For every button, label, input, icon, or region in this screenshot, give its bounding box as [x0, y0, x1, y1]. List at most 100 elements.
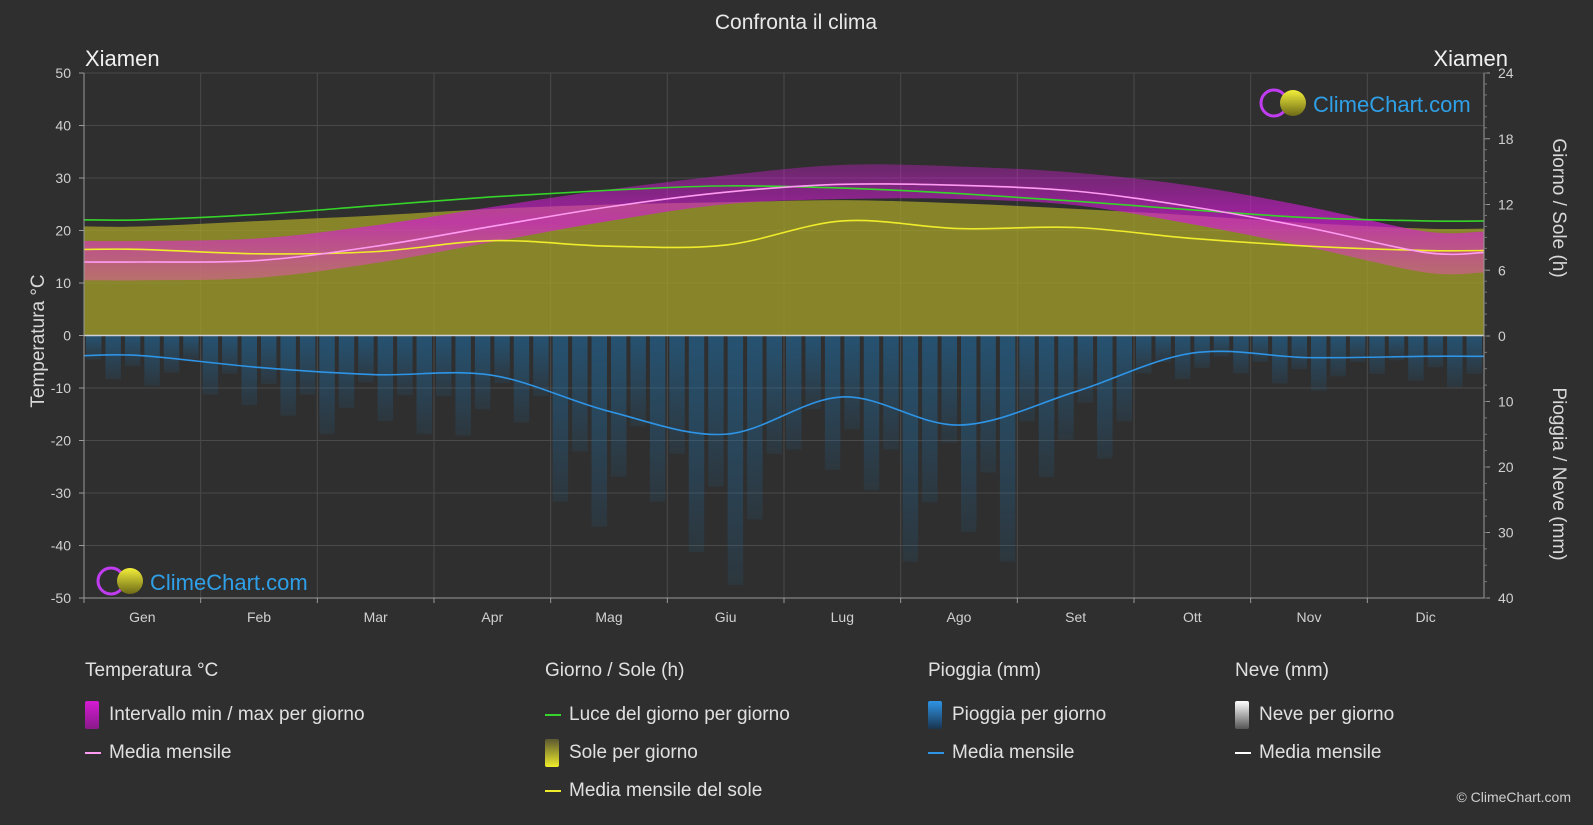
rain-bar	[455, 336, 471, 436]
rain-bar	[202, 336, 219, 395]
y-right-top-tick-label: 18	[1498, 131, 1514, 147]
rain-bar	[533, 336, 549, 397]
legend-sun-title: Giorno / Sole (h)	[545, 660, 685, 681]
rain-bar	[805, 336, 821, 410]
temp-range-swatch	[85, 701, 99, 729]
rain-bar	[552, 336, 569, 502]
rain-bar	[824, 336, 841, 471]
rain-bar	[86, 336, 102, 360]
legend-temperature: Temperatura °C Intervallo min / max per …	[85, 660, 365, 772]
legend-snow-title: Neve (mm)	[1235, 660, 1329, 681]
watermark-bottom: ClimeChart.com	[96, 566, 308, 596]
rain-bar	[474, 336, 491, 410]
rain-bar	[961, 336, 977, 532]
rain-bar	[377, 336, 394, 422]
y-right-bottom-tick-label: 20	[1498, 459, 1514, 475]
rain-bar	[844, 336, 860, 430]
x-tick-label: Nov	[1297, 609, 1322, 625]
y-left-tick-label: -40	[51, 538, 71, 554]
legend-item-rain: Pioggia per giorno	[928, 696, 1106, 734]
chart-lines	[83, 183, 1485, 436]
rain-bar	[591, 336, 607, 527]
legend-item-sun-mean: Media mensile del sole	[545, 772, 790, 810]
rain-bar	[1311, 336, 1327, 391]
legend-rain-mean-label: Media mensile	[952, 742, 1075, 763]
rain-bar	[980, 336, 996, 473]
rain-bar	[902, 336, 919, 562]
y-left-tick-label: 50	[55, 65, 71, 81]
x-tick-label: Mar	[364, 609, 388, 625]
rain-bar	[1330, 336, 1346, 377]
rain-bar	[1155, 336, 1171, 363]
rain-mean-line	[83, 350, 1485, 436]
watermark-bottom-text: ClimeChart.com	[150, 570, 308, 595]
y-right-bottom-tick-label: 30	[1498, 525, 1514, 541]
logo-sun-icon	[117, 568, 143, 594]
legend-temp-range-label: Intervallo min / max per giorno	[109, 704, 365, 725]
y-right-top-axis-label: Giorno / Sole (h)	[1548, 138, 1569, 277]
rain-bar	[766, 336, 782, 454]
rain-bar	[611, 336, 627, 477]
rain-bar	[1174, 336, 1191, 380]
sun-swatch	[545, 739, 559, 767]
rain-bar	[1349, 336, 1366, 362]
x-tick-label: Lug	[831, 609, 854, 625]
rain-bar	[124, 336, 141, 367]
daylight-line	[83, 185, 1485, 222]
rain-bar	[999, 336, 1016, 562]
rain-bar	[1136, 336, 1152, 374]
city-left-label: Xiamen	[85, 46, 160, 71]
climate-chart: 50 40 30 20 10 0 -10 -20 -30 -40 -50 24 18 12 6 0 10 20 30…	[28, 11, 1569, 625]
legend-item-temp-range: Intervallo min / max per giorno	[85, 696, 365, 734]
x-tick-label: Gen	[129, 609, 155, 625]
logo-sun-icon	[1280, 90, 1306, 116]
rain-bar	[1272, 336, 1288, 384]
legend-sun: Giorno / Sole (h) Luce del giorno per gi…	[545, 660, 790, 810]
y-left-tick-label: 30	[55, 170, 71, 186]
watermark-top-text: ClimeChart.com	[1313, 92, 1471, 117]
x-tick-label: Dic	[1416, 609, 1436, 625]
legend-item-snow-mean: Media mensile	[1235, 734, 1394, 772]
rain-bar	[1233, 336, 1249, 374]
rain-bar	[1291, 336, 1307, 370]
rain-mean-swatch	[928, 752, 944, 754]
legend-rain-title: Pioggia (mm)	[928, 660, 1041, 681]
rain-bar	[1038, 336, 1055, 478]
rain-bar	[922, 336, 938, 503]
legend-sun-label: Sole per giorno	[569, 742, 698, 763]
rain-bar	[572, 336, 588, 452]
x-tick-label: Feb	[247, 609, 271, 625]
city-right-label: Xiamen	[1433, 46, 1508, 71]
y-right-bottom-tick-label: 10	[1498, 394, 1514, 410]
snow-mean-swatch	[1235, 752, 1251, 754]
temp-mean-line	[83, 183, 1485, 263]
rain-bar	[669, 336, 685, 454]
rain-bar	[1116, 336, 1132, 422]
sun-mean-swatch	[545, 790, 561, 792]
sun-mean-line	[83, 219, 1485, 255]
x-tick-label: Ott	[1183, 609, 1202, 625]
rain-bar	[338, 336, 355, 409]
legend-rain-label: Pioggia per giorno	[952, 704, 1107, 725]
rain-bar	[688, 336, 705, 553]
snow-swatch	[1235, 701, 1249, 729]
rain-bar	[1019, 336, 1035, 422]
rain-bar	[1058, 336, 1074, 440]
y-left-axis-label: Temperatura °C	[28, 274, 49, 407]
y-right-bottom-axis-label: Pioggia / Neve (mm)	[1548, 387, 1569, 560]
rain-bar	[436, 336, 452, 397]
temp-mean-swatch	[85, 752, 101, 754]
y-left-tick-label: 20	[55, 223, 71, 239]
rain-bar	[1408, 336, 1424, 381]
y-left-tick-label: 40	[55, 118, 71, 134]
y-right-top-tick-label: 6	[1498, 262, 1506, 278]
legend-sun-mean-label: Media mensile del sole	[569, 780, 763, 801]
rain-bar	[1252, 336, 1269, 362]
rain-bar	[163, 336, 180, 373]
rain-bar	[261, 336, 277, 385]
rain-bar	[280, 336, 296, 416]
rain-bar	[144, 336, 160, 386]
rain-bar	[241, 336, 257, 406]
rain-bar	[183, 336, 199, 360]
temp-range-band	[84, 164, 1484, 281]
